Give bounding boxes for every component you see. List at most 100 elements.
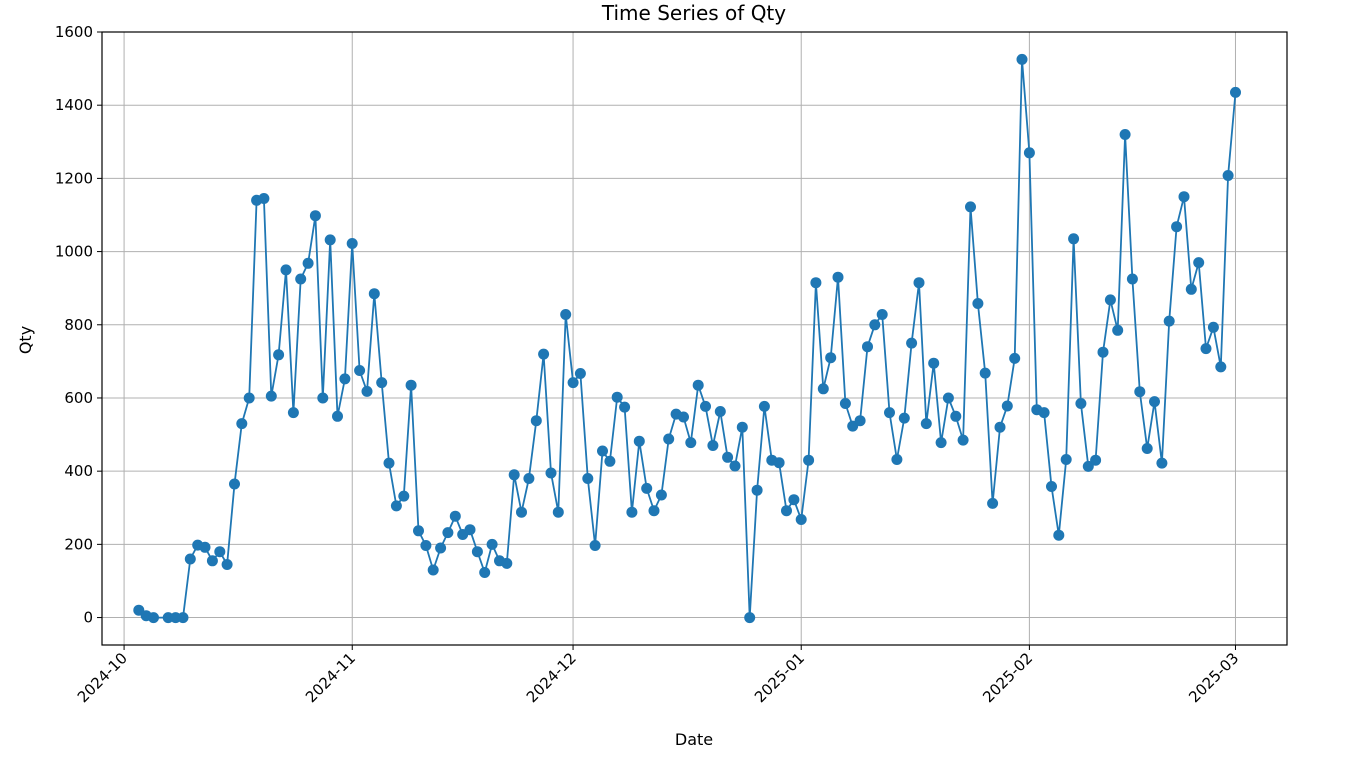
data-point	[626, 506, 638, 518]
data-point	[1141, 443, 1153, 454]
data-point	[538, 348, 550, 360]
data-point	[913, 277, 925, 289]
data-point	[449, 510, 461, 522]
data-point	[758, 400, 770, 412]
data-point	[751, 484, 763, 496]
data-point	[265, 390, 277, 402]
data-point	[1068, 233, 1080, 245]
data-point	[405, 379, 417, 391]
data-point	[1185, 283, 1197, 295]
x-axis-label: Date	[675, 730, 713, 749]
data-point	[574, 368, 586, 379]
data-point	[1222, 170, 1234, 181]
data-point	[692, 379, 704, 391]
data-point	[1001, 400, 1013, 412]
data-point	[413, 525, 424, 537]
data-point	[1178, 191, 1190, 203]
data-point	[987, 497, 999, 509]
data-point	[560, 309, 572, 320]
data-point	[604, 455, 616, 467]
data-point	[361, 385, 373, 397]
data-point	[508, 469, 520, 481]
data-point	[486, 538, 498, 550]
data-point	[648, 505, 660, 517]
y-tick-label: 200	[64, 535, 93, 553]
data-point	[678, 411, 689, 423]
data-point	[825, 352, 837, 364]
data-point	[891, 454, 903, 465]
series-line	[138, 58, 1237, 619]
data-point	[898, 412, 910, 424]
data-point	[884, 407, 895, 419]
data-point	[817, 383, 829, 395]
data-point	[832, 271, 844, 283]
data-point	[1230, 86, 1241, 98]
data-point	[965, 201, 976, 213]
x-axis-ticks: 2024-10 2024-11 2024-12 2025-01 2025-02 2025-…	[74, 645, 1242, 706]
data-point	[332, 410, 343, 422]
data-point	[729, 460, 741, 472]
data-point	[309, 210, 321, 222]
data-point	[655, 489, 667, 501]
data-point	[567, 377, 579, 389]
data-point	[280, 264, 292, 276]
data-marker-layer	[133, 53, 1241, 624]
data-point	[876, 309, 888, 320]
data-point	[390, 500, 402, 512]
data-point	[236, 418, 248, 430]
data-point	[368, 288, 380, 300]
data-point	[950, 410, 962, 422]
data-point	[862, 341, 873, 353]
data-point	[346, 238, 358, 249]
data-point	[1193, 257, 1205, 269]
data-point	[339, 373, 351, 385]
data-point	[869, 319, 881, 331]
data-point	[663, 433, 675, 445]
x-tick-label: 2024-12	[523, 649, 580, 706]
data-point	[177, 612, 189, 624]
y-axis-label: Qty	[16, 326, 35, 354]
data-point	[781, 505, 792, 517]
data-point	[700, 400, 711, 412]
data-point	[736, 421, 748, 433]
data-point	[1046, 481, 1057, 492]
y-tick-label: 800	[64, 316, 93, 334]
data-point	[972, 298, 984, 309]
data-point	[722, 451, 734, 463]
data-point	[516, 506, 527, 518]
data-point	[714, 406, 726, 417]
data-point	[427, 564, 439, 576]
data-point	[1060, 454, 1072, 465]
data-point	[641, 482, 653, 494]
data-point	[1207, 321, 1219, 333]
data-point	[1163, 315, 1175, 327]
data-point	[398, 490, 410, 502]
data-point	[744, 612, 756, 624]
data-point	[1038, 407, 1050, 419]
data-point	[1075, 398, 1087, 409]
data-point	[184, 553, 196, 565]
data-point	[597, 445, 608, 457]
data-point	[523, 473, 535, 484]
data-point	[1200, 343, 1212, 355]
data-point	[354, 365, 366, 376]
data-point	[979, 367, 991, 379]
data-point	[795, 514, 807, 525]
data-point	[1126, 273, 1138, 285]
data-point	[1112, 324, 1124, 336]
data-point	[1009, 352, 1021, 364]
data-point	[685, 437, 697, 449]
data-point	[206, 555, 218, 567]
x-tick-label: 2025-02	[979, 649, 1036, 706]
data-point	[854, 415, 866, 427]
data-point	[803, 454, 815, 466]
grid	[102, 31, 1287, 645]
data-point	[1149, 396, 1160, 408]
data-line-layer	[138, 58, 1237, 619]
data-point	[545, 467, 557, 479]
y-tick-label: 1600	[55, 23, 93, 41]
chart-title: Time Series of Qty	[601, 1, 786, 25]
data-point	[442, 527, 454, 539]
data-point	[928, 357, 940, 369]
